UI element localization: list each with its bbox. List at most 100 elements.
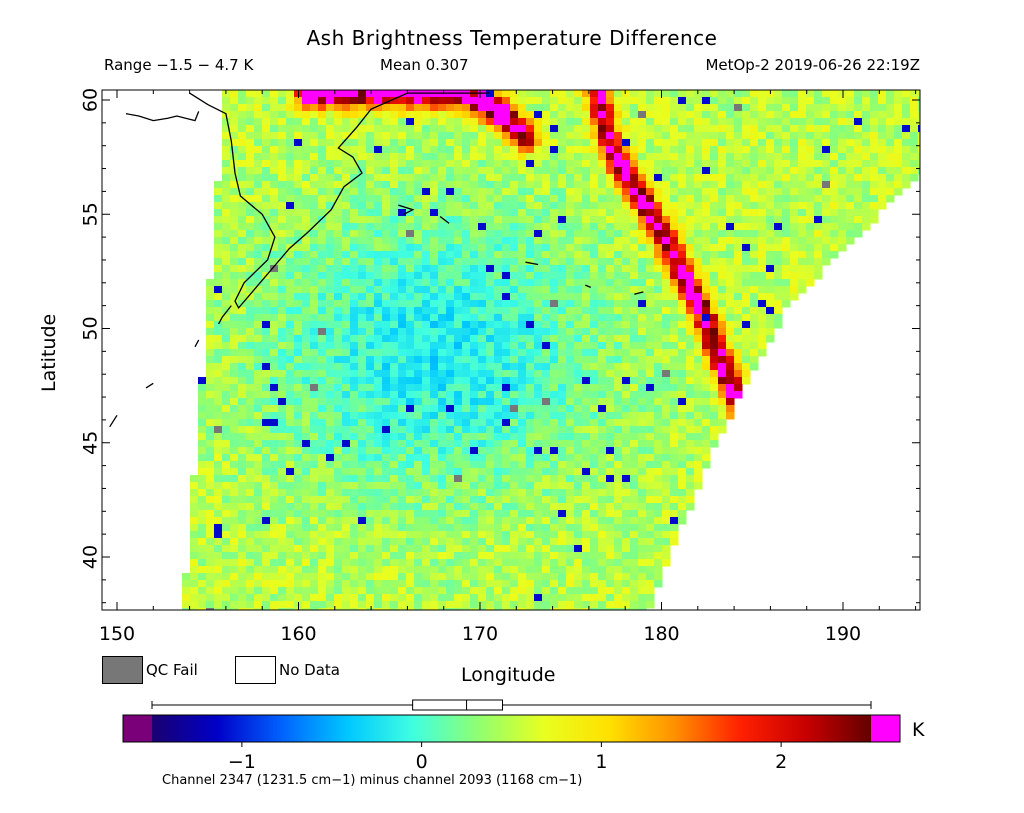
heatmap-cell [198, 398, 207, 406]
heatmap-cell [422, 433, 431, 441]
heatmap-cell [526, 426, 535, 434]
heatmap-cell [406, 377, 415, 385]
heatmap-cell [662, 300, 671, 308]
heatmap-cell [878, 174, 887, 182]
heatmap-cell [814, 104, 823, 112]
heatmap-cell [222, 307, 231, 315]
heatmap-cell [398, 97, 407, 105]
heatmap-cell [398, 230, 407, 238]
heatmap-cell [670, 258, 679, 266]
heatmap-cell [462, 342, 471, 350]
heatmap-cell [726, 97, 735, 105]
heatmap-cell [238, 545, 247, 553]
heatmap-cell [214, 377, 223, 385]
heatmap-cell [222, 104, 231, 112]
heatmap-cell [470, 475, 479, 483]
heatmap-cell [206, 545, 215, 553]
heatmap-cell [734, 342, 743, 350]
heatmap-cell [654, 174, 663, 182]
heatmap-cell [294, 328, 303, 336]
heatmap-cell [230, 146, 239, 154]
heatmap-cell [398, 489, 407, 497]
heatmap-cell [270, 174, 279, 182]
heatmap-cell [686, 188, 695, 196]
heatmap-cell [326, 538, 335, 546]
heatmap-cell [582, 118, 591, 126]
heatmap-cell [758, 314, 767, 322]
heatmap-cell [654, 125, 663, 133]
heatmap-cell [334, 349, 343, 357]
heatmap-cell [286, 356, 295, 364]
heatmap-cell [270, 195, 279, 203]
heatmap-cell [910, 118, 919, 126]
heatmap-cell [438, 370, 447, 378]
heatmap-cell [398, 328, 407, 336]
heatmap-cell [750, 237, 759, 245]
heatmap-cell [662, 531, 671, 539]
heatmap-cell [414, 230, 423, 238]
heatmap-cell [374, 174, 383, 182]
heatmap-cell [630, 517, 639, 525]
heatmap-cell [358, 223, 367, 231]
heatmap-cell [878, 97, 887, 105]
heatmap-cell [278, 139, 287, 147]
heatmap-cell [334, 153, 343, 161]
heatmap-cell [662, 545, 671, 553]
heatmap-cell [654, 496, 663, 504]
heatmap-cell [470, 419, 479, 427]
heatmap-cell [438, 181, 447, 189]
heatmap-cell [278, 559, 287, 567]
heatmap-cell [718, 405, 727, 413]
heatmap-cell [430, 153, 439, 161]
heatmap-cell [462, 293, 471, 301]
heatmap-cell [854, 216, 863, 224]
heatmap-cell [206, 517, 215, 525]
heatmap-cell [646, 293, 655, 301]
heatmap-cell [422, 510, 431, 518]
heatmap-cell [494, 265, 503, 273]
heatmap-cell [366, 244, 375, 252]
heatmap-cell [382, 412, 391, 420]
heatmap-cell [598, 363, 607, 371]
heatmap-cell [462, 300, 471, 308]
heatmap-cell [678, 160, 687, 168]
heatmap-cell [526, 454, 535, 462]
heatmap-cell [702, 384, 711, 392]
heatmap-cell [334, 489, 343, 497]
heatmap-cell [758, 230, 767, 238]
heatmap-cell [614, 454, 623, 462]
heatmap-cell [654, 412, 663, 420]
heatmap-cell [862, 167, 871, 175]
heatmap-cell [910, 160, 919, 168]
heatmap-cell [454, 118, 463, 126]
heatmap-cell [238, 559, 247, 567]
heatmap-cell [598, 524, 607, 532]
heatmap-cell [686, 503, 695, 511]
heatmap-cell [302, 181, 311, 189]
heatmap-cell [766, 167, 775, 175]
heatmap-cell [726, 160, 735, 168]
heatmap-cell [262, 349, 271, 357]
heatmap-cell [422, 202, 431, 210]
heatmap-cell [710, 237, 719, 245]
heatmap-cell [814, 209, 823, 217]
heatmap-cell [494, 545, 503, 553]
heatmap-cell [214, 349, 223, 357]
heatmap-cell [414, 307, 423, 315]
heatmap-cell [438, 475, 447, 483]
heatmap-cell [534, 174, 543, 182]
heatmap-cell [302, 125, 311, 133]
heatmap-cell [566, 223, 575, 231]
heatmap-cell [294, 300, 303, 308]
heatmap-cell [670, 363, 679, 371]
heatmap-cell [558, 195, 567, 203]
heatmap-cell [406, 426, 415, 434]
heatmap-cell [566, 405, 575, 413]
heatmap-cell [302, 328, 311, 336]
heatmap-cell [446, 489, 455, 497]
heatmap-cell [318, 167, 327, 175]
heatmap-cell [478, 160, 487, 168]
heatmap-cell [294, 125, 303, 133]
heatmap-cell [414, 370, 423, 378]
heatmap-cell [702, 363, 711, 371]
